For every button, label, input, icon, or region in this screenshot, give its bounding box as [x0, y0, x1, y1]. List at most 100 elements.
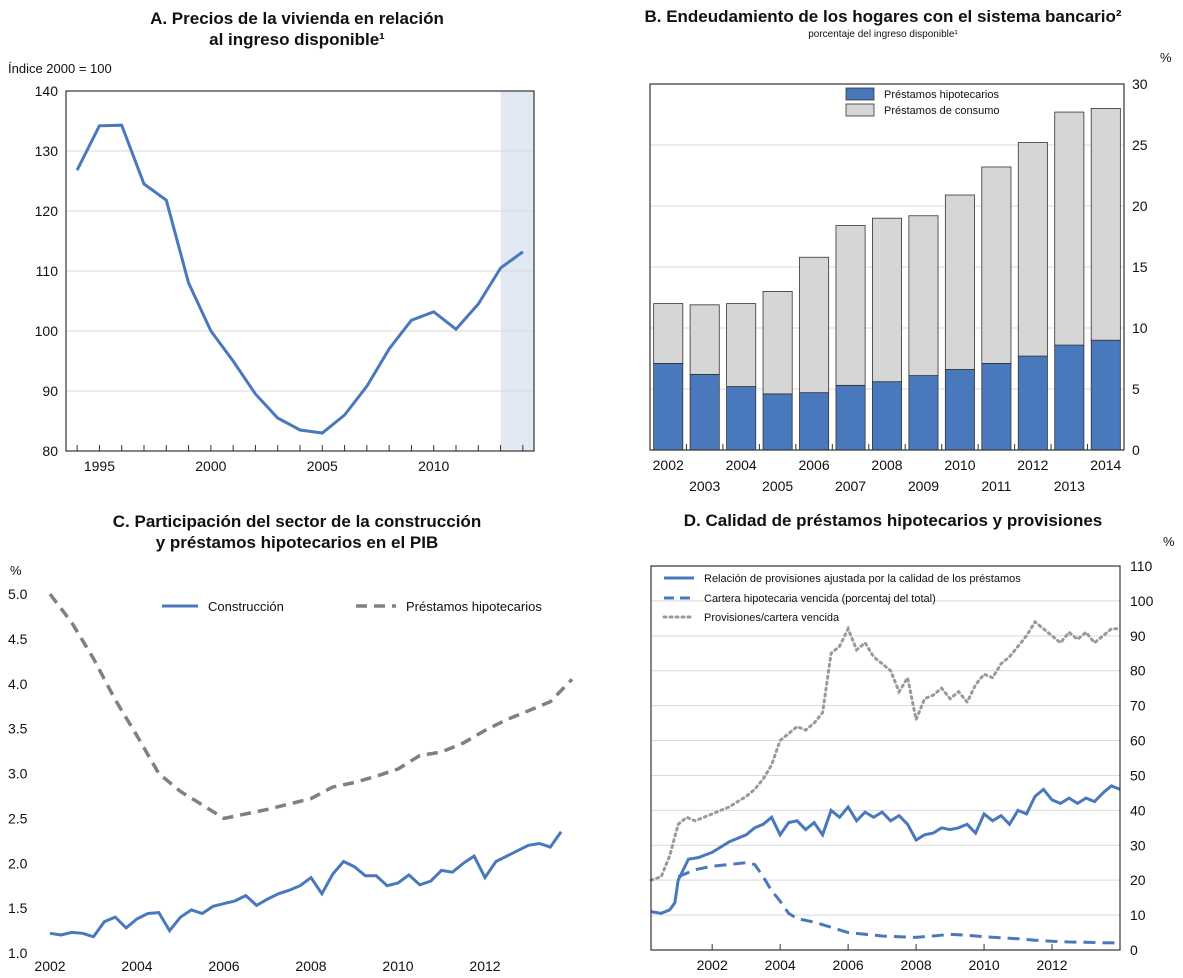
- y-tick-label: 30: [1132, 76, 1148, 92]
- y-tick-label: 2.5: [8, 810, 28, 826]
- y-tick-label: 2.0: [8, 855, 28, 871]
- panel-b-frame: [649, 83, 1125, 451]
- x-tick-label: 2008: [871, 457, 902, 473]
- panel-a-unit-label: Índice 2000 = 100: [8, 61, 112, 76]
- bar-consumo: [1054, 111, 1085, 346]
- legend-label-hipotecarios: Préstamos hipotecarios: [884, 89, 999, 101]
- y-tick-label: 60: [1130, 733, 1146, 749]
- panel-c-x-axis: 2002 2004 2006 2008 2010 2012: [34, 958, 500, 974]
- legend-label-consumo: Préstamos de consumo: [884, 105, 1000, 117]
- y-tick-label: 130: [35, 143, 59, 159]
- y-tick-label: 3.0: [8, 766, 28, 782]
- x-tick-label: 2000: [195, 458, 226, 474]
- bar-consumo: [653, 303, 684, 364]
- y-tick-label: 110: [36, 263, 59, 279]
- bar-hipotecarios: [1054, 344, 1085, 451]
- y-tick-label: 30: [1130, 837, 1146, 853]
- y-tick-label: 120: [35, 203, 59, 219]
- y-tick-label: 25: [1132, 137, 1148, 153]
- bar-hipotecarios: [1017, 355, 1048, 451]
- y-tick-label: 100: [35, 323, 59, 339]
- x-tick-label: 2004: [121, 958, 152, 974]
- panel-b-title: B. Endeudamiento de los hogares con el s…: [644, 7, 1121, 26]
- panel-b-legend: Préstamos hipotecarios Préstamos de cons…: [845, 87, 1000, 117]
- y-tick-label: 50: [1130, 767, 1146, 783]
- panel-d-title: D. Calidad de préstamos hipotecarios y p…: [684, 511, 1103, 530]
- y-tick-label: 80: [42, 443, 58, 459]
- x-tick-label: 2013: [1054, 478, 1085, 494]
- y-tick-label: 140: [35, 83, 59, 99]
- y-tick-label: 90: [42, 383, 58, 399]
- bar-hipotecarios: [689, 373, 720, 451]
- legend-swatch-consumo: [845, 103, 875, 117]
- legend-label-hipotecarios-c: Préstamos hipotecarios: [406, 599, 542, 614]
- x-tick-label: 2010: [944, 457, 975, 473]
- panel-d-legend: Relación de provisiones ajustada por la …: [662, 573, 1021, 624]
- panel-c-title-line1: C. Participación del sector de la constr…: [113, 512, 481, 531]
- x-tick-label: 2002: [697, 957, 728, 973]
- panel-b-bars: [653, 108, 1121, 451]
- y-tick-label: 10: [1130, 907, 1146, 923]
- bar-consumo: [799, 256, 830, 394]
- legend-label-provisiones: Provisiones/cartera vencida: [704, 612, 840, 624]
- x-tick-label: 2004: [765, 957, 796, 973]
- bar-hipotecarios: [981, 362, 1012, 451]
- panel-c-construction-share-chart: C. Participación del sector de la constr…: [8, 512, 574, 974]
- x-tick-label: 2005: [307, 458, 338, 474]
- panel-b-y-axis: 0 5 10 15 20 25 30: [1132, 76, 1148, 458]
- x-tick-label: 2014: [1090, 457, 1121, 473]
- panel-d-past-due-line: [677, 861, 1121, 945]
- y-tick-label: 0: [1132, 442, 1140, 458]
- y-tick-label: 40: [1130, 802, 1146, 818]
- bar-consumo: [762, 290, 793, 395]
- panel-d-x-axis: 2002 2004 2006 2008 2010 2012: [697, 944, 1068, 973]
- panel-d-y-axis: 0 10 20 30 40 50 60 70 80 90 100 110: [1130, 558, 1154, 958]
- y-tick-label: 110: [1130, 558, 1153, 574]
- bar-hipotecarios: [872, 381, 902, 451]
- x-tick-label: 2010: [382, 958, 413, 974]
- y-tick-label: 20: [1130, 872, 1146, 888]
- x-tick-label: 2009: [908, 478, 939, 494]
- bar-hipotecarios: [1090, 339, 1121, 451]
- y-tick-label: 4.0: [8, 676, 28, 692]
- x-tick-label: 2010: [418, 458, 449, 474]
- bar-hipotecarios: [726, 386, 757, 451]
- bar-consumo: [872, 217, 902, 383]
- y-tick-label: 3.5: [8, 721, 28, 737]
- x-tick-label: 2008: [901, 957, 932, 973]
- bar-consumo: [908, 215, 939, 376]
- panel-d-frame: [650, 565, 1121, 951]
- y-tick-label: 1.0: [8, 945, 28, 961]
- panel-a-gridlines: [66, 150, 534, 392]
- x-tick-label: 2006: [208, 958, 239, 974]
- panel-b-household-debt-chart: B. Endeudamiento de los hogares con el s…: [644, 7, 1172, 494]
- y-tick-label: 5.0: [8, 586, 28, 602]
- bar-consumo: [835, 225, 866, 386]
- bar-hipotecarios: [835, 384, 866, 451]
- panel-a-housing-price-chart: A. Precios de la vivienda en relación al…: [8, 9, 535, 474]
- bar-hipotecarios: [762, 393, 793, 451]
- panel-a-y-axis: 80 90 100 110 120 130 140: [35, 83, 59, 459]
- bar-consumo: [689, 304, 720, 375]
- y-tick-label: 1.5: [8, 900, 28, 916]
- panel-b-x-axis: 2002 2003 2004 2005 2006 2007 2008 2009 2010 2011…: [649, 444, 1122, 494]
- x-tick-label: 2011: [981, 478, 1011, 494]
- x-tick-label: 2007: [835, 478, 866, 494]
- panel-d-adjusted-ratio-line: [650, 784, 1121, 915]
- x-tick-label: 2008: [295, 958, 326, 974]
- y-tick-label: 70: [1130, 698, 1146, 714]
- panel-c-mortgage-line: [48, 592, 574, 821]
- bar-consumo: [726, 303, 757, 387]
- panel-d-gridlines: [651, 600, 1120, 916]
- panel-a-frame: [65, 90, 535, 452]
- panel-c-y-axis: 1.0 1.5 2.0 2.5 3.0 3.5 4.0 4.5 5.0: [8, 586, 28, 961]
- x-tick-label: 2003: [689, 478, 720, 494]
- panel-a-title-line1: A. Precios de la vivienda en relación: [150, 9, 444, 28]
- bar-consumo: [1090, 108, 1121, 341]
- panel-d-loan-quality-chart: D. Calidad de préstamos hipotecarios y p…: [649, 511, 1175, 973]
- legend-swatch-hipotecarios: [845, 87, 875, 101]
- legend-label-relacion: Relación de provisiones ajustada por la …: [704, 573, 1021, 585]
- legend-label-cartera: Cartera hipotecaria vencida (porcentaj d…: [704, 593, 936, 605]
- y-tick-label: 10: [1132, 320, 1148, 336]
